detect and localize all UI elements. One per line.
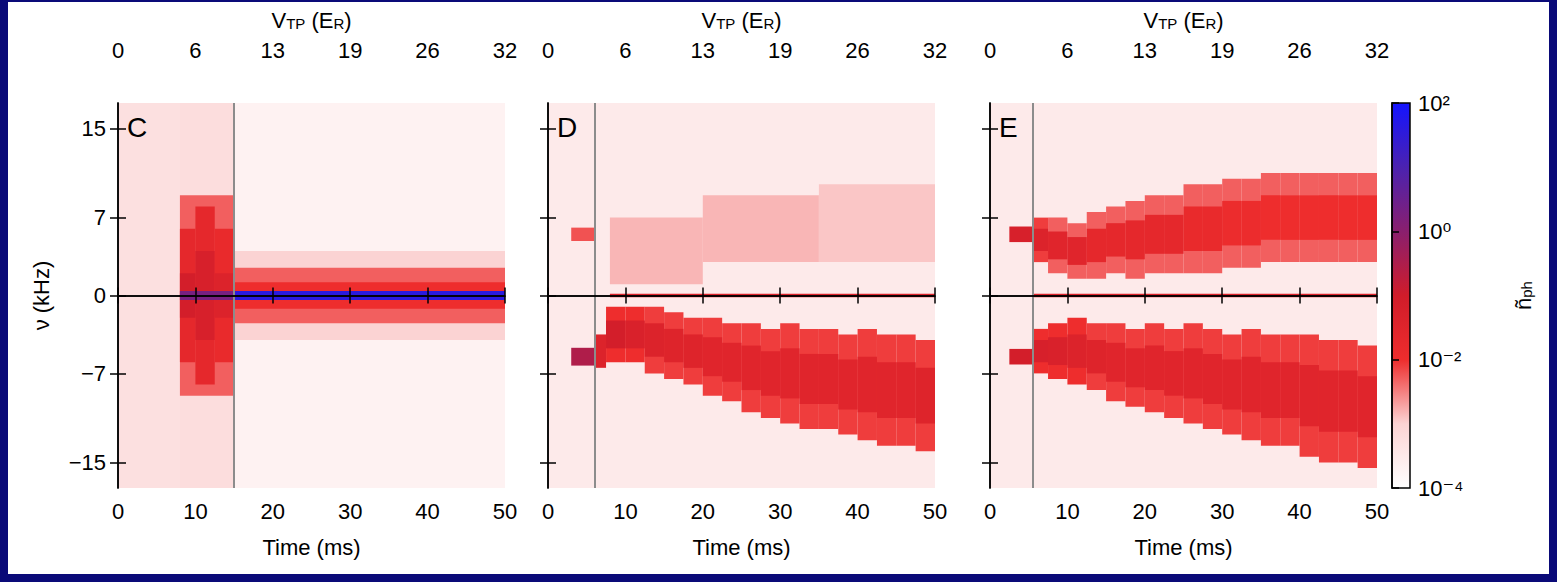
svg-text:R: R xyxy=(763,15,774,32)
svg-text:R: R xyxy=(1205,15,1216,32)
svg-text:6: 6 xyxy=(1061,38,1073,63)
svg-text:ph: ph xyxy=(1518,281,1535,298)
svg-text:−7: −7 xyxy=(81,361,106,386)
svg-text:Time (ms): Time (ms) xyxy=(262,535,360,560)
svg-text:V: V xyxy=(271,8,286,33)
svg-text:0: 0 xyxy=(542,499,554,524)
svg-text:32: 32 xyxy=(1365,38,1389,63)
svg-text:ν (kHz): ν (kHz) xyxy=(29,261,54,331)
svg-text:40: 40 xyxy=(845,499,869,524)
svg-text:32: 32 xyxy=(923,38,947,63)
svg-text:Time (ms): Time (ms) xyxy=(692,535,790,560)
svg-text:V: V xyxy=(1143,8,1158,33)
svg-text:): ) xyxy=(344,8,351,33)
svg-text:TP: TP xyxy=(286,15,305,32)
svg-text:R: R xyxy=(333,15,344,32)
svg-text:−15: −15 xyxy=(69,450,106,475)
svg-text:19: 19 xyxy=(1210,38,1234,63)
svg-text:Time (ms): Time (ms) xyxy=(1134,535,1232,560)
svg-text:10: 10 xyxy=(1055,499,1079,524)
svg-text:26: 26 xyxy=(1287,38,1311,63)
svg-text:15: 15 xyxy=(82,116,106,141)
svg-text:40: 40 xyxy=(1287,499,1311,524)
svg-text:10²: 10² xyxy=(1418,91,1450,116)
svg-text:19: 19 xyxy=(768,38,792,63)
svg-text:30: 30 xyxy=(338,499,362,524)
svg-text:): ) xyxy=(1216,8,1223,33)
svg-text:10⁻⁴: 10⁻⁴ xyxy=(1418,476,1464,501)
svg-text:50: 50 xyxy=(923,499,947,524)
svg-text:TP: TP xyxy=(716,15,735,32)
svg-text:13: 13 xyxy=(691,38,715,63)
svg-text:(: ( xyxy=(735,8,749,33)
svg-text:50: 50 xyxy=(1365,499,1389,524)
svg-text:30: 30 xyxy=(768,499,792,524)
svg-text:ñ: ñ xyxy=(1511,298,1536,310)
svg-text:13: 13 xyxy=(1133,38,1157,63)
svg-text:E: E xyxy=(319,8,334,33)
svg-text:19: 19 xyxy=(338,38,362,63)
svg-text:0: 0 xyxy=(984,499,996,524)
svg-text:50: 50 xyxy=(493,499,517,524)
svg-text:13: 13 xyxy=(261,38,285,63)
svg-text:0: 0 xyxy=(94,283,106,308)
svg-text:30: 30 xyxy=(1210,499,1234,524)
svg-text:0: 0 xyxy=(112,38,124,63)
svg-text:10⁰: 10⁰ xyxy=(1418,219,1451,244)
svg-text:TP: TP xyxy=(1158,15,1177,32)
svg-text:10⁻²: 10⁻² xyxy=(1418,347,1461,372)
svg-text:6: 6 xyxy=(619,38,631,63)
svg-text:10: 10 xyxy=(613,499,637,524)
svg-text:E: E xyxy=(999,112,1018,143)
svg-text:D: D xyxy=(557,112,577,143)
svg-text:32: 32 xyxy=(493,38,517,63)
svg-text:6: 6 xyxy=(189,38,201,63)
svg-text:C: C xyxy=(127,112,147,143)
svg-text:V: V xyxy=(701,8,716,33)
svg-text:): ) xyxy=(774,8,781,33)
svg-text:0: 0 xyxy=(112,499,124,524)
svg-text:7: 7 xyxy=(94,205,106,230)
svg-text:E: E xyxy=(749,8,764,33)
svg-text:20: 20 xyxy=(1133,499,1157,524)
svg-text:10: 10 xyxy=(183,499,207,524)
svg-text:40: 40 xyxy=(415,499,439,524)
svg-text:0: 0 xyxy=(984,38,996,63)
svg-text:26: 26 xyxy=(845,38,869,63)
svg-text:(: ( xyxy=(305,8,319,33)
svg-text:E: E xyxy=(1191,8,1206,33)
svg-text:20: 20 xyxy=(691,499,715,524)
svg-text:20: 20 xyxy=(261,499,285,524)
svg-text:(: ( xyxy=(1177,8,1191,33)
svg-text:26: 26 xyxy=(415,38,439,63)
svg-text:0: 0 xyxy=(542,38,554,63)
